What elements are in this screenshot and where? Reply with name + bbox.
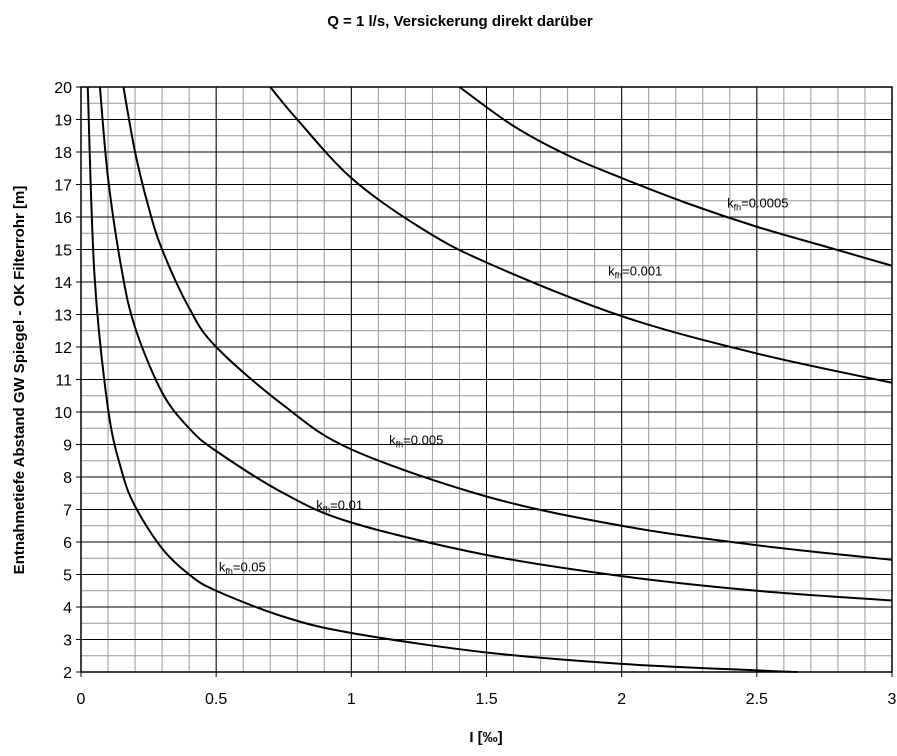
series-line: [98, 86, 893, 602]
y-tick-label: 20: [54, 80, 72, 97]
plot-border: [80, 86, 893, 673]
y-tick-label: 17: [54, 178, 72, 195]
y-tick-label: 3: [63, 633, 72, 650]
x-tick-label: 0.5: [205, 691, 227, 708]
y-tick-label: 13: [54, 308, 72, 325]
x-tick-label: 1: [347, 691, 356, 708]
series-line: [86, 86, 798, 673]
series-line: [269, 86, 893, 384]
series-label: kfh=0.001: [608, 264, 662, 281]
y-tick-label: 18: [54, 145, 72, 162]
x-tick-label: 1.5: [475, 691, 497, 708]
y-tick-label: 15: [54, 243, 72, 260]
y-tick-label: 4: [63, 600, 72, 617]
y-tick-label: 19: [54, 113, 72, 130]
x-tick-label: 2: [617, 691, 626, 708]
x-tick-label: 2.5: [746, 691, 768, 708]
series-label: kfh=0.0005: [727, 195, 788, 212]
y-tick-label: 11: [55, 373, 72, 390]
y-tick-label: 6: [63, 535, 72, 552]
y-tick-label: 5: [63, 568, 72, 585]
series-line: [122, 86, 893, 561]
y-tick-label: 8: [63, 470, 72, 487]
series-line: [458, 86, 893, 267]
series-label: kfh=0.05: [219, 559, 266, 576]
series-label: kfh=0.005: [389, 433, 443, 450]
x-tick-label: 0: [77, 691, 86, 708]
y-tick-label: 7: [63, 503, 72, 520]
x-tick-label: 3: [888, 691, 897, 708]
y-tick-label: 10: [54, 405, 72, 422]
y-tick-label: 2: [63, 665, 72, 682]
y-tick-label: 12: [54, 340, 72, 357]
y-tick-label: 9: [63, 438, 72, 455]
x-axis-label: I [‰]: [469, 729, 502, 746]
chart-title: Q = 1 l/s, Versickerung direkt darüber: [327, 13, 593, 30]
y-tick-label: 16: [54, 210, 72, 227]
y-axis-label: Entnahmetiefe Abstand GW Spiegel - OK Fi…: [11, 186, 28, 575]
y-tick-label: 14: [54, 275, 72, 292]
series-label: kfh=0.01: [316, 498, 363, 515]
